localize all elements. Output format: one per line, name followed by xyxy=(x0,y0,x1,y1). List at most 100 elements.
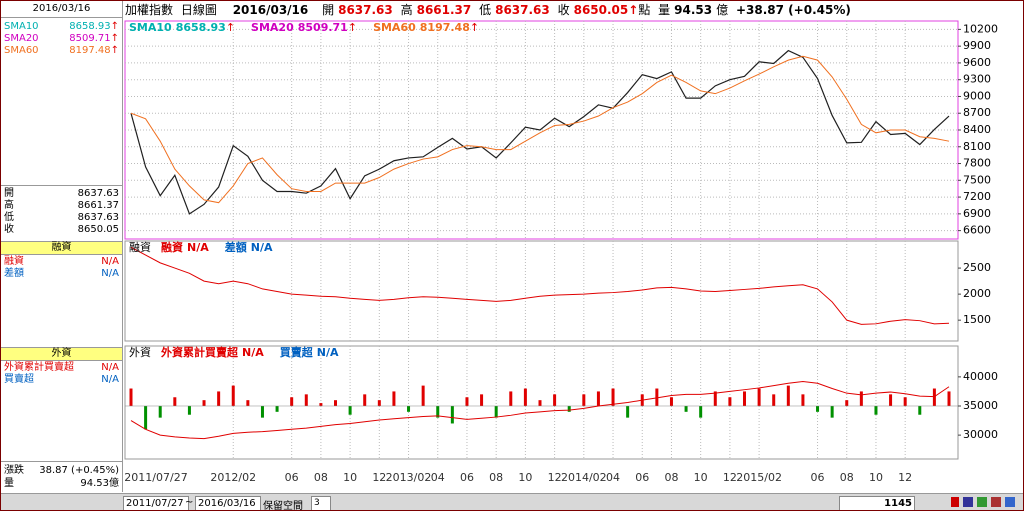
label: SMA20 xyxy=(4,33,39,44)
x-tick-label: 06 xyxy=(635,471,649,484)
bar xyxy=(567,405,571,412)
side-sma10: SMA10 8658.93↑ xyxy=(4,21,119,33)
bar xyxy=(889,394,893,406)
series-line xyxy=(130,246,950,325)
icon[interactable] xyxy=(1005,497,1015,507)
bar xyxy=(669,397,673,406)
bar xyxy=(129,388,133,406)
y-tick-label: 7800 xyxy=(963,157,991,170)
label: 收 xyxy=(4,224,14,235)
value: N/A xyxy=(101,374,119,385)
y-tick-label: 10200 xyxy=(963,22,998,35)
reserve-input[interactable]: 3 xyxy=(311,496,331,510)
y-tick-label: 9300 xyxy=(963,73,991,86)
arrow: ↑ xyxy=(110,45,119,56)
legend-arrow: ↑ xyxy=(348,21,357,34)
bar xyxy=(757,388,761,406)
legend-value: N/A xyxy=(317,346,339,359)
bar xyxy=(421,385,425,406)
bar xyxy=(392,391,396,406)
y-tick-label: 40000 xyxy=(963,370,998,383)
value: 8197.48↑ xyxy=(69,45,119,57)
bar xyxy=(465,397,469,406)
legend-name: SMA60 xyxy=(373,21,416,34)
bar xyxy=(713,391,717,406)
bar xyxy=(801,394,805,406)
value: 8509.71↑ xyxy=(69,33,119,45)
bar xyxy=(290,397,294,406)
label: SMA10 xyxy=(4,21,39,32)
to-date[interactable]: 2016/03/16 xyxy=(195,496,261,510)
bar xyxy=(538,400,542,406)
bar xyxy=(363,394,367,406)
label: 高 xyxy=(4,200,14,211)
bar xyxy=(903,397,907,406)
label: 外資累計買賣超 xyxy=(4,362,74,373)
x-tick-label: 08 xyxy=(840,471,854,484)
bar xyxy=(743,391,746,406)
y-tick-label: 7200 xyxy=(963,190,991,203)
x-tick-label: 2012/02 xyxy=(210,471,256,484)
bar xyxy=(202,400,206,406)
arrow: ↑ xyxy=(628,3,639,17)
series-line xyxy=(130,49,950,215)
side-open: 開 8637.63 xyxy=(4,188,119,200)
x-tick-label: 2014/02 xyxy=(561,471,607,484)
bar xyxy=(626,405,630,418)
y-tick-label: 2000 xyxy=(963,287,991,300)
bar xyxy=(596,391,600,406)
icon[interactable] xyxy=(991,497,1001,507)
x-tick-label: 06 xyxy=(460,471,474,484)
x-tick-label: 10 xyxy=(518,471,532,484)
arrow: ↑ xyxy=(110,33,119,44)
icon[interactable] xyxy=(951,497,959,507)
x-tick-label: 2013/02 xyxy=(386,471,432,484)
label: 漲跌 xyxy=(4,465,24,476)
bar xyxy=(348,405,352,415)
side-close: 收 8650.05 xyxy=(4,224,119,236)
side-financing: 融資 N/A xyxy=(4,256,119,268)
high-label: 高 xyxy=(400,3,413,17)
low-label: 低 xyxy=(479,3,492,17)
x-tick-label: 12 xyxy=(723,471,737,484)
bar xyxy=(582,394,586,406)
bar xyxy=(304,394,308,406)
legend-name: SMA20 xyxy=(251,21,294,34)
y-tick-label: 9900 xyxy=(963,39,991,52)
legend-name: 差額 xyxy=(225,240,247,254)
legend-name: SMA10 xyxy=(129,21,172,34)
value: 38.87 (+0.45%) xyxy=(39,465,119,476)
label: 低 xyxy=(4,212,14,223)
y-tick-label: 2500 xyxy=(963,261,991,274)
bar xyxy=(246,400,250,406)
bar xyxy=(173,397,177,406)
legend-arrow: ↑ xyxy=(226,21,235,34)
bar xyxy=(158,405,162,418)
v: 8509.71 xyxy=(69,33,111,44)
y-tick-label: 9600 xyxy=(963,56,991,69)
financing-header: 融資 xyxy=(1,241,122,255)
side-diff: 差額 N/A xyxy=(4,268,119,280)
icon[interactable] xyxy=(963,497,973,507)
bar xyxy=(830,405,834,418)
bar xyxy=(436,405,440,418)
icon[interactable] xyxy=(977,497,987,507)
label: 融資 xyxy=(4,256,24,267)
bar xyxy=(187,405,191,415)
value: 8637.63 xyxy=(77,212,119,223)
bar xyxy=(932,388,936,406)
change: +38.87 (+0.45%) xyxy=(735,3,851,17)
reserve-label: 保留空間 xyxy=(263,501,303,511)
value: 8658.93↑ xyxy=(69,21,119,33)
x-tick-label: 06 xyxy=(811,471,825,484)
bar xyxy=(786,385,790,406)
side-sma20: SMA20 8509.71↑ xyxy=(4,33,119,45)
x-tick-label: 08 xyxy=(489,471,503,484)
arrow: ↑ xyxy=(110,21,119,32)
y-tick-label: 9000 xyxy=(963,89,991,102)
volume-unit: 億 xyxy=(716,3,729,17)
from-date[interactable]: 2011/07/27 xyxy=(123,496,189,510)
bar xyxy=(217,391,221,406)
legend-name: 買賣超 xyxy=(280,345,314,359)
legend-arrow: ↑ xyxy=(470,21,479,34)
